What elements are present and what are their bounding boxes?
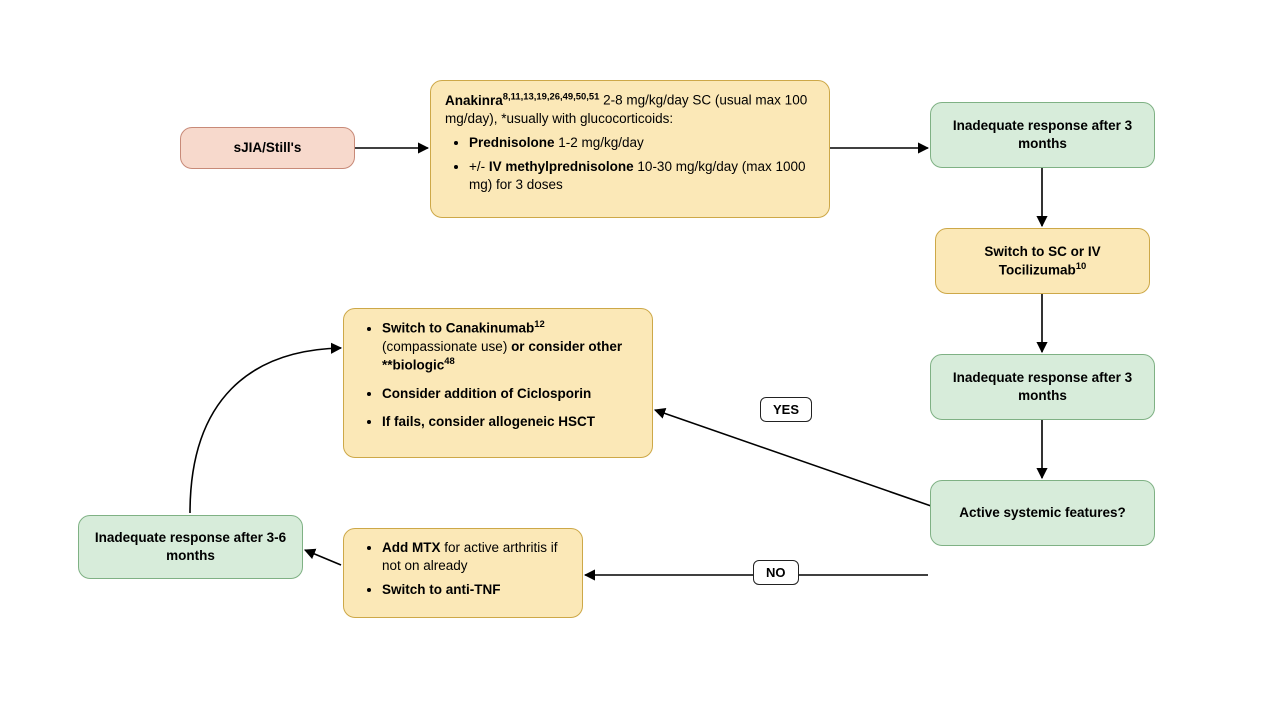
mtx-b2-text: Switch to anti-TNF (382, 582, 501, 597)
edge-active-canak (655, 410, 934, 507)
anakinra-b2-pre: +/- (469, 159, 489, 174)
canak-b3: If fails, consider allogeneic HSCT (382, 413, 638, 431)
label-yes-text: YES (773, 402, 799, 417)
canak-b1a-sup: 12 (534, 319, 545, 330)
canak-b1a: Switch to Canakinumab (382, 321, 534, 336)
node-canakinumab: Switch to Canakinumab12 (compassionate u… (343, 308, 653, 458)
node-start-text: sJIA/Still's (234, 139, 302, 157)
anakinra-bullet-2: +/- IV methylprednisolone 10-30 mg/kg/da… (469, 158, 815, 194)
node-anakinra: Anakinra8,11,13,19,26,49,50,51 2-8 mg/kg… (430, 80, 830, 218)
anakinra-refs: 8,11,13,19,26,49,50,51 (503, 91, 600, 102)
node-start: sJIA/Still's (180, 127, 355, 169)
inad3-text: Inadequate response after 3-6 months (93, 529, 288, 565)
label-no-text: NO (766, 565, 786, 580)
canak-b1: Switch to Canakinumab12 (compassionate u… (382, 319, 638, 375)
node-mtx: Add MTX for active arthritis if not on a… (343, 528, 583, 618)
inad2-text: Inadequate response after 3 months (945, 369, 1140, 405)
canak-b1b: (compassionate use) (382, 339, 511, 354)
node-active: Active systemic features? (930, 480, 1155, 546)
anakinra-b2-strong: IV methylprednisolone (489, 159, 634, 174)
anakinra-b1-strong: Prednisolone (469, 135, 555, 150)
anakinra-main: Anakinra8,11,13,19,26,49,50,51 2-8 mg/kg… (445, 91, 815, 128)
label-no: NO (753, 560, 799, 585)
tociliz-sup: 10 (1076, 261, 1087, 272)
anakinra-bullets: Prednisolone 1-2 mg/kg/day +/- IV methyl… (445, 134, 815, 195)
anakinra-b1-rest: 1-2 mg/kg/day (555, 135, 644, 150)
node-inad3: Inadequate response after 3-6 months (78, 515, 303, 579)
active-text: Active systemic features? (959, 504, 1126, 522)
anakinra-bullet-1: Prednisolone 1-2 mg/kg/day (469, 134, 815, 152)
node-inad2: Inadequate response after 3 months (930, 354, 1155, 420)
canak-b1c-sup: 48 (444, 356, 455, 367)
canak-bullets: Switch to Canakinumab12 (compassionate u… (358, 319, 638, 431)
canak-b2: Consider addition of Ciclosporin (382, 385, 638, 403)
edge-mtx-inad3 (305, 550, 341, 565)
label-yes: YES (760, 397, 812, 422)
node-inad1: Inadequate response after 3 months (930, 102, 1155, 168)
node-tocilizumab: Switch to SC or IV Tocilizumab10 (935, 228, 1150, 294)
edge-inad3-canak (190, 348, 341, 513)
anakinra-drug: Anakinra (445, 93, 503, 108)
mtx-bullets: Add MTX for active arthritis if not on a… (358, 539, 568, 600)
mtx-b1a: Add MTX (382, 540, 441, 555)
mtx-b2: Switch to anti-TNF (382, 581, 568, 599)
inad1-text: Inadequate response after 3 months (945, 117, 1140, 153)
mtx-b1: Add MTX for active arthritis if not on a… (382, 539, 568, 575)
tociliz-text: Switch to SC or IV Tocilizumab10 (950, 243, 1135, 280)
